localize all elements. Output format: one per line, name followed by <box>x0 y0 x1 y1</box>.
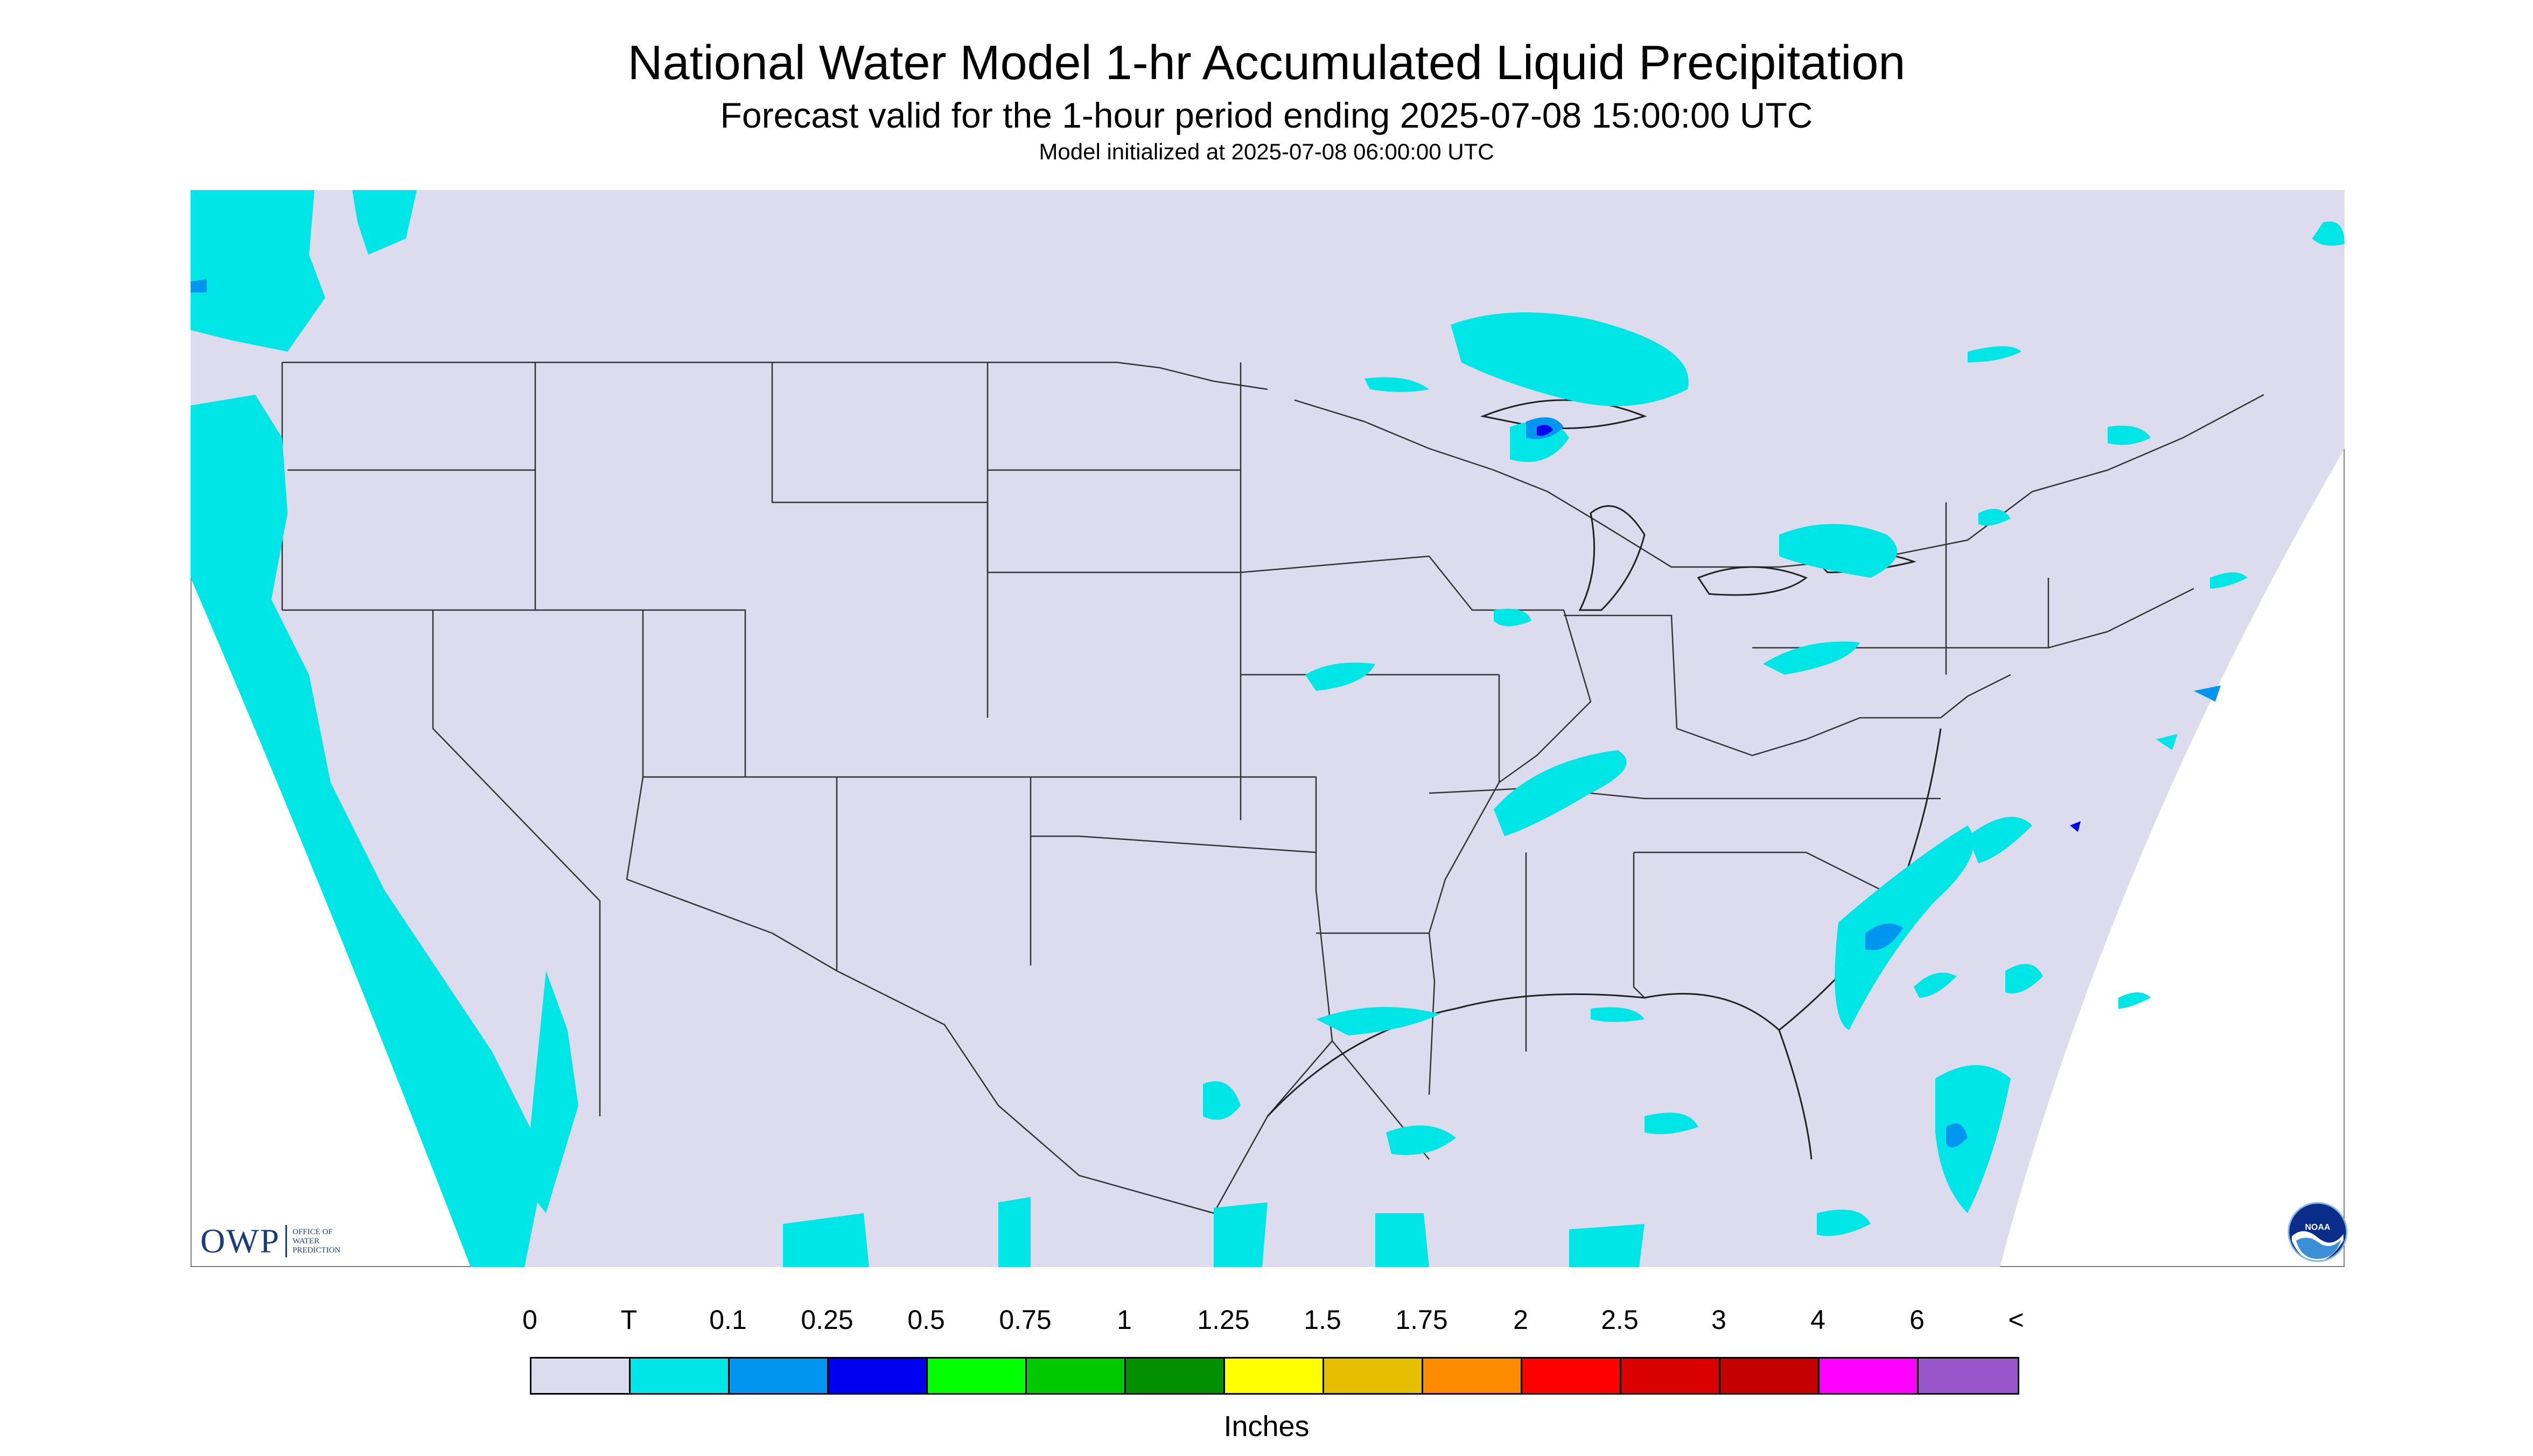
legend-label: 4 <box>1810 1305 1825 1335</box>
legend-swatch <box>1324 1359 1423 1393</box>
map-title: National Water Model 1-hr Accumulated Li… <box>627 36 1906 90</box>
legend-label: 6 <box>1909 1305 1925 1335</box>
legend-swatch <box>730 1359 829 1393</box>
map-domain <box>191 190 2345 1267</box>
noaa-logo: NOAA <box>2287 1202 2348 1262</box>
legend-label: 3 <box>1711 1305 1726 1335</box>
owp-logo-mark: OWP <box>200 1222 281 1260</box>
owp-logo: OWP OFFICE OF WATER PREDICTION <box>200 1221 340 1261</box>
legend-swatch <box>1027 1359 1126 1393</box>
legend-swatch <box>1522 1359 1621 1393</box>
legend-swatch <box>1720 1359 1820 1393</box>
legend-labels: 0 T 0.1 0.25 0.5 0.75 1 1.25 1.5 1.75 2 2.5 3 4 6 < <box>0 1304 2533 1342</box>
legend-label: 0 <box>522 1305 537 1335</box>
legend-label: 0.25 <box>801 1305 853 1335</box>
legend-swatch <box>928 1359 1027 1393</box>
precip-trace <box>191 190 2345 1267</box>
map-subtitle: Forecast valid for the 1-hour period end… <box>720 95 1813 135</box>
legend-swatch <box>1126 1359 1225 1393</box>
legend-label: < <box>2008 1305 2024 1335</box>
legend-swatch <box>631 1359 730 1393</box>
legend-label: 0.75 <box>999 1305 1052 1335</box>
legend-label: 1.25 <box>1197 1305 1250 1335</box>
legend-swatch <box>829 1359 928 1393</box>
legend-label: 1 <box>1117 1305 1132 1335</box>
legend-label: T <box>620 1305 638 1335</box>
legend-label: 1.75 <box>1395 1305 1448 1335</box>
noaa-logo-text: NOAA <box>2305 1223 2331 1232</box>
legend-label: 2 <box>1513 1305 1528 1335</box>
logo-divider <box>285 1225 288 1257</box>
legend-label: 2.5 <box>1601 1305 1639 1335</box>
legend-swatch <box>1423 1359 1522 1393</box>
legend-swatch <box>1820 1359 1919 1393</box>
legend-swatch <box>1621 1359 1720 1393</box>
precip-light <box>191 279 2221 1147</box>
precip-moderate <box>1537 425 2081 832</box>
legend-swatch <box>1225 1359 1324 1393</box>
legend-swatch <box>1919 1359 2018 1393</box>
legend-swatch <box>531 1359 631 1393</box>
legend-units: Inches <box>1223 1410 1310 1443</box>
state-boundaries <box>281 361 2264 1214</box>
legend-label: 1.5 <box>1304 1305 1341 1335</box>
legend-label: 0.5 <box>907 1305 945 1335</box>
model-init-text: Model initialized at 2025-07-08 06:00:00… <box>1039 139 1494 164</box>
legend-label: 0.1 <box>709 1305 747 1335</box>
color-legend <box>530 1357 2019 1395</box>
precipitation-map <box>191 190 2345 1267</box>
owp-logo-text: OFFICE OF WATER PREDICTION <box>292 1227 341 1255</box>
